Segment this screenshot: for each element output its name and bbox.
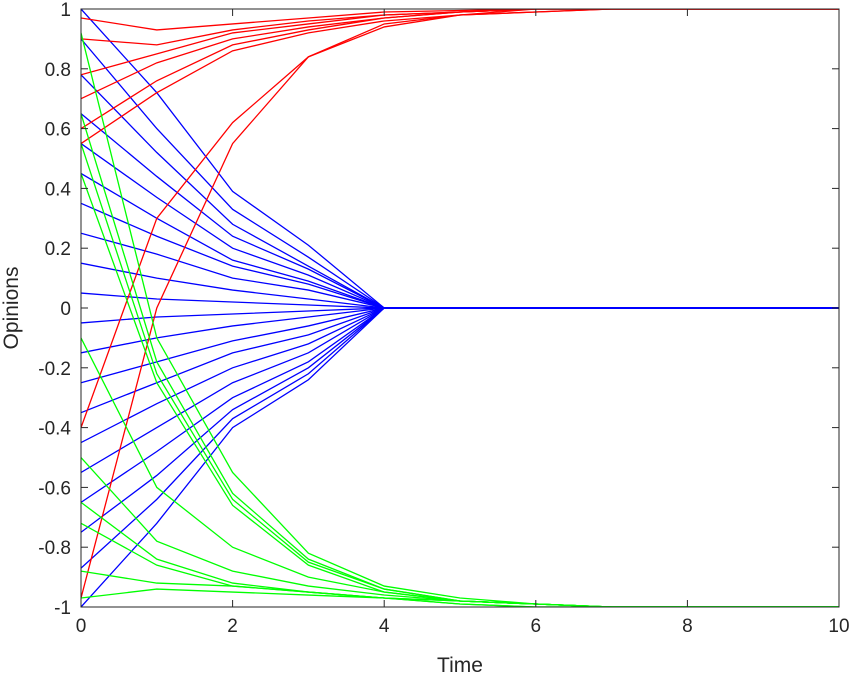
y-tick-label: 0.8 [45, 60, 71, 81]
x-tick-label: 8 [682, 616, 693, 637]
tick-layer: 0 2 4 6 8 10 -1 -0.8 -0.6 -0.4 -0.2 0 0.2 0.4 0.6 0.8 1 [38, 0, 849, 637]
x-tick-label: 10 [828, 616, 849, 637]
series-line-converge_pos [81, 9, 839, 599]
series-line-converge_zero [81, 307, 839, 607]
series-line-converge_pos [81, 9, 839, 31]
y-tick-label: 0.6 [45, 120, 71, 141]
series-layer [81, 9, 839, 607]
y-tick-label: -0.8 [38, 538, 71, 559]
x-tick-label: 0 [76, 616, 87, 637]
series-line-converge_pos [81, 9, 839, 130]
y-tick-label: 0.4 [45, 179, 72, 200]
series-line-converge_neg [81, 588, 839, 607]
y-tick-label: 0 [60, 299, 71, 320]
y-tick-label: 1 [60, 0, 71, 21]
y-axis-label: Opinions [0, 267, 23, 350]
y-tick-label: -0.2 [38, 359, 71, 380]
x-tick-label: 2 [227, 616, 238, 637]
y-tick-label: 0.2 [45, 239, 71, 260]
x-tick-label: 4 [379, 616, 390, 637]
y-tick-label: -0.6 [38, 478, 71, 499]
x-tick-label: 6 [531, 616, 542, 637]
series-line-converge_neg [81, 522, 839, 607]
y-tick-label: -0.4 [38, 419, 71, 440]
x-axis-label: Time [437, 654, 483, 675]
series-line-converge_neg [81, 32, 839, 607]
y-tick-label: -1 [54, 598, 71, 619]
